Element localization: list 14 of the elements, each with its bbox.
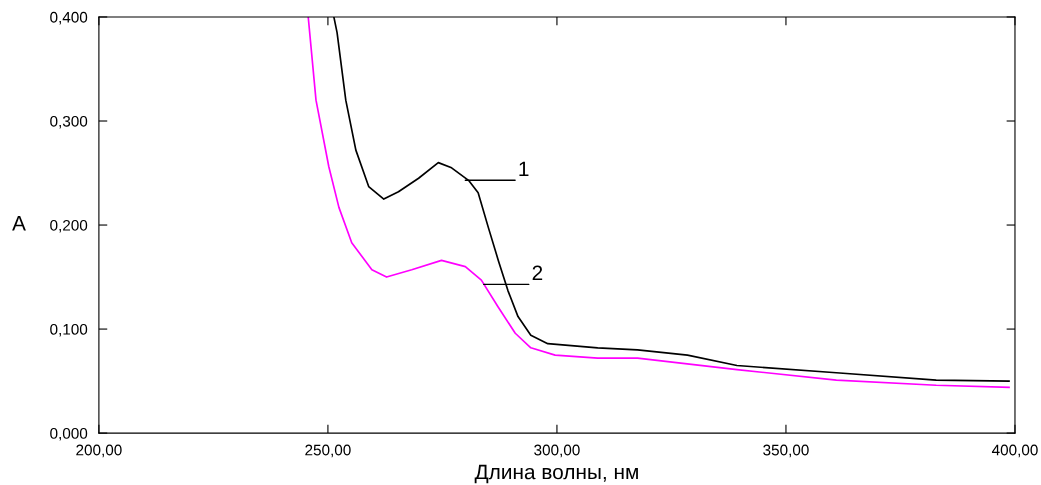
- x-tick-label: 400,00: [991, 444, 1038, 458]
- y-tick-label: 0,200: [50, 219, 88, 233]
- x-axis-title: Длина волны, нм: [474, 464, 638, 484]
- annotation: 2: [532, 265, 543, 281]
- y-tick-label: 0,100: [50, 323, 88, 337]
- x-tick-label: 300,00: [534, 444, 580, 458]
- y-axis-title: A: [12, 216, 26, 231]
- x-tick-label: 350,00: [763, 444, 809, 458]
- x-tick-label: 250,00: [305, 444, 351, 458]
- y-tick-label: 0,400: [50, 11, 88, 25]
- x-tick-label: 200,00: [76, 444, 122, 458]
- y-tick-label: 0,000: [50, 427, 88, 441]
- y-tick-label: 0,300: [50, 115, 88, 129]
- annotation: 1: [519, 161, 529, 176]
